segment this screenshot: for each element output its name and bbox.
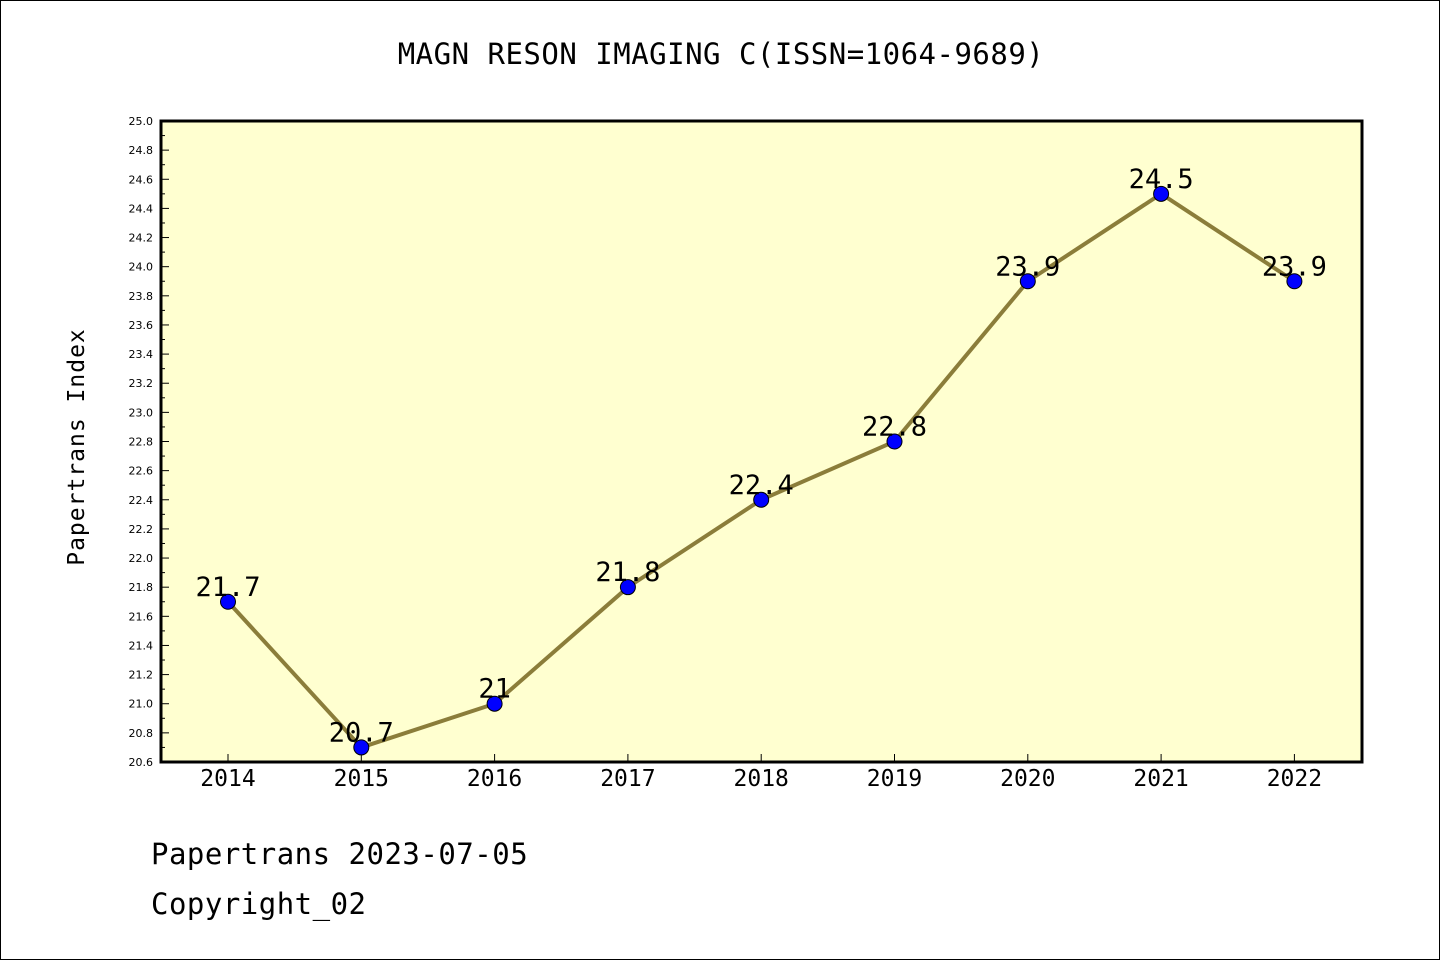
- y-tick-label: 20.6: [129, 756, 154, 769]
- x-tick-label: 2022: [1267, 766, 1322, 792]
- y-tick-label: 24.6: [129, 173, 154, 186]
- y-tick-label: 22.6: [129, 465, 154, 478]
- y-tick-label: 22.8: [129, 436, 154, 449]
- x-tick-label: 2019: [867, 766, 922, 792]
- data-label: 22.8: [862, 412, 927, 443]
- y-tick-label: 23.8: [129, 290, 154, 303]
- y-tick-label: 23.6: [129, 319, 154, 332]
- data-label: 20.7: [329, 717, 394, 748]
- data-point: [220, 593, 236, 610]
- data-point: [1286, 273, 1303, 290]
- y-tick-label: 21.4: [129, 639, 154, 652]
- data-label: 21.7: [195, 572, 260, 603]
- y-tick-label: 21.8: [129, 581, 154, 594]
- data-label: 23.9: [995, 251, 1060, 282]
- y-tick-label: 24.4: [129, 202, 154, 215]
- y-tick-label: 21.0: [129, 698, 154, 711]
- data-label: 21: [478, 674, 511, 705]
- plot-area: [159, 119, 1364, 764]
- data-point: [753, 491, 770, 508]
- data-point: [1153, 185, 1170, 202]
- data-labels: 21.7 20.7 21 21.8 22.4 22.8 23.9 24.5 23.9: [195, 164, 1326, 749]
- data-label: 24.5: [1129, 164, 1194, 195]
- chart-title: MAGN RESON IMAGING C(ISSN=1064-9689): [397, 37, 1045, 71]
- footer-copyright: Copyright_02: [151, 887, 367, 921]
- data-point: [619, 579, 636, 596]
- y-tick-label: 21.6: [129, 610, 154, 623]
- data-points: [220, 185, 1303, 756]
- y-tick-label: 22.4: [129, 494, 154, 507]
- x-tick-label: 2016: [467, 766, 522, 792]
- y-tick-label: 22.2: [129, 523, 154, 536]
- data-point: [353, 739, 370, 756]
- data-label: 21.8: [595, 557, 660, 588]
- y-tick-label: 23.0: [129, 406, 154, 419]
- data-point: [486, 695, 503, 712]
- y-tick-label: 23.2: [129, 377, 154, 390]
- x-tick-label: 2021: [1133, 766, 1188, 792]
- y-tick-label: 23.4: [129, 348, 154, 361]
- x-tick-label: 2015: [334, 766, 389, 792]
- y-tick-label: 24.0: [129, 261, 154, 274]
- y-tick-label: 24.2: [129, 232, 154, 245]
- y-tick-label: 24.8: [129, 144, 154, 157]
- x-tick-label: 2014: [200, 766, 255, 792]
- data-label: 23.9: [1262, 251, 1327, 282]
- y-tick-label: 20.8: [129, 727, 154, 740]
- y-tick-label: 21.2: [129, 669, 154, 682]
- x-tick-label: 2017: [600, 766, 655, 792]
- data-point: [1019, 273, 1036, 290]
- footer-date: Papertrans 2023-07-05: [151, 837, 529, 871]
- y-axis: 20.6 20.8 21.0 21.2 21.4 21.6 21.8 22.0 22.2 22.4…: [129, 115, 169, 769]
- x-tick-label: 2020: [1000, 766, 1055, 792]
- x-tick-label: 2018: [734, 766, 789, 792]
- y-tick-label: 22.0: [129, 552, 154, 565]
- y-tick-label: 25.0: [129, 115, 154, 128]
- data-label: 22.4: [729, 470, 794, 501]
- x-axis: 2014 2015 2016 2017 2018 2019 2020 2021 2022: [200, 754, 1322, 792]
- data-point: [886, 433, 903, 450]
